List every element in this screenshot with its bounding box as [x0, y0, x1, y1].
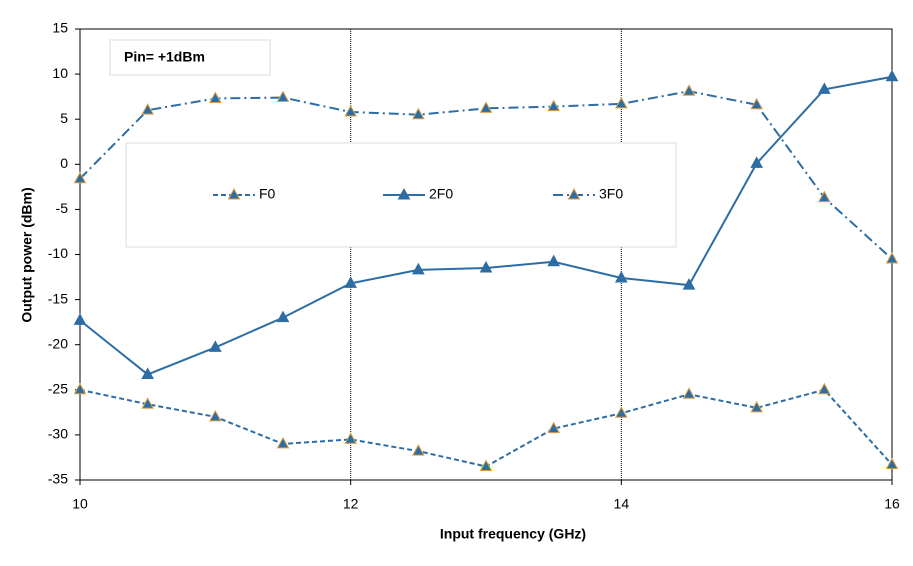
y-tick-label: -15	[48, 290, 68, 306]
y-tick-label: -5	[56, 200, 69, 216]
marker	[344, 432, 358, 444]
marker	[141, 397, 155, 409]
legend-label: 2F0	[429, 186, 453, 202]
marker	[479, 260, 493, 273]
x-tick-label: 14	[614, 496, 630, 512]
marker	[614, 406, 628, 418]
marker	[479, 101, 493, 113]
y-axis-label: Output power (dBm)	[19, 187, 35, 322]
annotation: Pin= +1dBm	[124, 49, 205, 65]
plot-frame	[79, 28, 893, 481]
x-tick-label: 16	[884, 496, 900, 512]
marker	[817, 190, 831, 203]
marker	[276, 436, 290, 449]
marker	[73, 382, 87, 395]
marker	[411, 107, 425, 120]
marker	[614, 270, 628, 283]
y-tick-label: -20	[48, 335, 68, 351]
x-tick-label: 12	[343, 496, 359, 512]
marker	[344, 276, 358, 288]
marker	[547, 99, 561, 112]
legend: F0 2F0 3F0	[213, 186, 623, 202]
marker	[479, 459, 493, 471]
series-line	[79, 388, 893, 468]
marker	[614, 96, 628, 109]
y-tick-label: 10	[52, 65, 68, 81]
marker	[344, 104, 358, 117]
y-tick-label: -25	[48, 381, 68, 397]
marker	[750, 156, 764, 168]
marker	[817, 82, 831, 94]
marker	[547, 421, 561, 434]
y-tick-label: -35	[48, 471, 68, 487]
x-axis-label: Input frequency (GHz)	[440, 526, 586, 542]
y-tick-label: -10	[48, 245, 68, 261]
marker	[141, 103, 155, 115]
marker	[141, 367, 155, 379]
marker	[885, 457, 899, 470]
marker	[750, 400, 764, 413]
legend-marker	[567, 187, 581, 200]
legend-label: F0	[259, 186, 276, 202]
grid	[75, 28, 893, 485]
marker	[73, 313, 87, 325]
marker	[682, 387, 696, 399]
annotation-box	[109, 39, 271, 76]
marker	[411, 444, 425, 456]
y-tick-label: 15	[52, 20, 68, 36]
marker	[276, 90, 290, 103]
lines	[73, 69, 899, 471]
marker	[750, 97, 764, 110]
marker	[208, 340, 222, 352]
x-tick-label: 10	[72, 496, 88, 512]
legend-marker	[227, 187, 241, 200]
y-tick-label: -30	[48, 426, 68, 442]
marker	[208, 409, 222, 422]
marker	[885, 69, 899, 82]
marker	[547, 254, 561, 267]
marker	[682, 84, 696, 96]
y-tick-label: 0	[60, 155, 68, 171]
legend-marker	[397, 187, 411, 200]
marker	[682, 278, 696, 290]
marker	[276, 310, 290, 323]
legend-label: 3F0	[599, 186, 623, 202]
marker	[208, 91, 222, 103]
marker	[817, 382, 831, 395]
marker	[73, 171, 87, 184]
marker	[885, 251, 899, 264]
marker	[411, 262, 425, 275]
y-tick-label: 5	[60, 110, 68, 126]
